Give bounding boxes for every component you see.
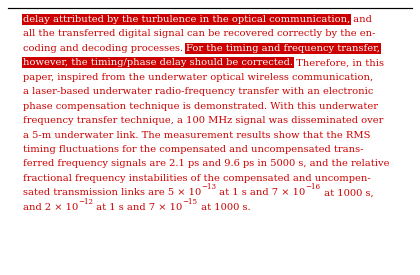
Text: all the transferred digital signal can be recovered correctly by the en-: all the transferred digital signal can b… [23,29,375,39]
Text: −15: −15 [183,198,197,206]
Text: −12: −12 [79,198,93,206]
Text: a laser-based underwater radio-frequency transfer with an electronic: a laser-based underwater radio-frequency… [23,87,373,96]
Text: ferred frequency signals are 2.1 ps and 9.6 ps in 5000 s, and the relative: ferred frequency signals are 2.1 ps and … [23,160,390,168]
Text: −13: −13 [201,183,216,191]
Text: delay attributed by the turbulence in the optical communication,: delay attributed by the turbulence in th… [23,15,350,24]
Text: fractional frequency instabilities of the compensated and uncompen-: fractional frequency instabilities of th… [23,174,371,183]
Text: coding and decoding processes.: coding and decoding processes. [23,44,186,53]
Text: at 1 s and 7 × 10: at 1 s and 7 × 10 [216,188,306,197]
Text: −16: −16 [306,183,321,191]
Text: frequency transfer technique, a 100 MHz signal was disseminated over: frequency transfer technique, a 100 MHz … [23,116,383,125]
Text: at 1000 s,: at 1000 s, [321,188,373,197]
Text: For the timing and frequency transfer,: For the timing and frequency transfer, [186,44,380,53]
Text: timing fluctuations for the compensated and uncompensated trans-: timing fluctuations for the compensated … [23,145,364,154]
Text: and: and [350,15,372,24]
Text: and 2 × 10: and 2 × 10 [23,203,79,212]
Text: a 5-m underwater link. The measurement results show that the RMS: a 5-m underwater link. The measurement r… [23,131,370,139]
Text: Therefore, in this: Therefore, in this [293,58,384,67]
Text: phase compensation technique is demonstrated. With this underwater: phase compensation technique is demonstr… [23,102,378,111]
Text: however, the timing/phase delay should be corrected.: however, the timing/phase delay should b… [23,58,293,67]
Text: at 1 s and 7 × 10: at 1 s and 7 × 10 [93,203,183,212]
Text: paper, inspired from the underwater optical wireless communication,: paper, inspired from the underwater opti… [23,73,373,82]
Text: at 1000 s.: at 1000 s. [197,203,250,212]
Text: sated transmission links are 5 × 10: sated transmission links are 5 × 10 [23,188,201,197]
